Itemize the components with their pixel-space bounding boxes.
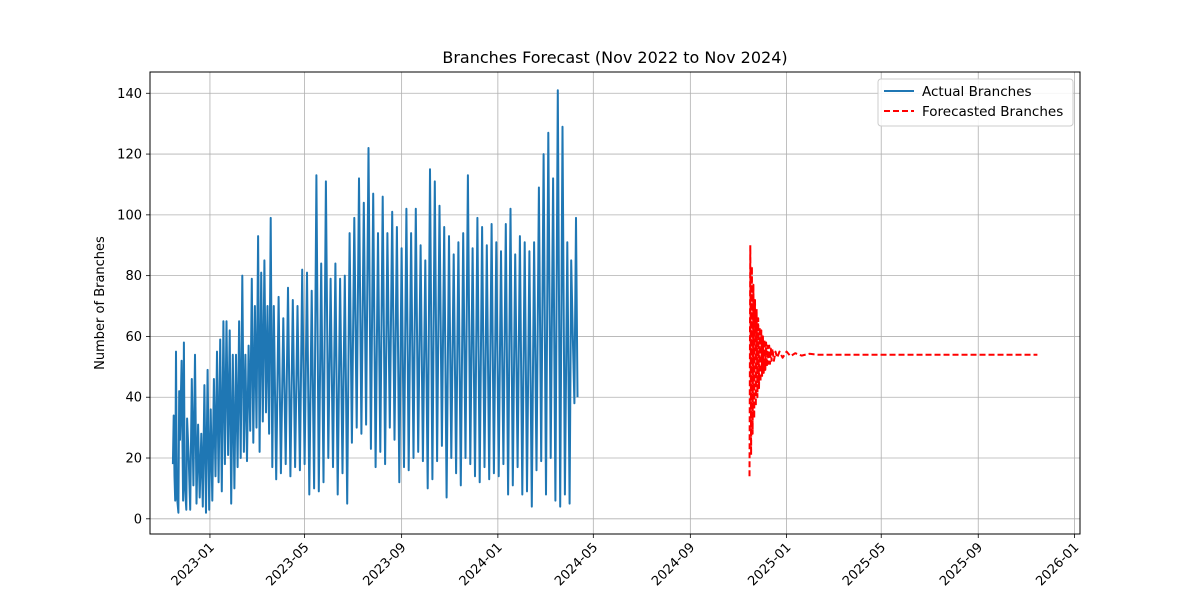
legend-label-actual: Actual Branches — [922, 84, 1032, 100]
chart-title: Branches Forecast (Nov 2022 to Nov 2024) — [442, 48, 787, 67]
x-tick-label: 2024-09 — [649, 540, 698, 589]
x-tick-label: 2025-05 — [840, 540, 889, 589]
y-axis-label: Number of Branches — [93, 236, 108, 370]
x-tick-label: 2023-01 — [169, 540, 218, 589]
series-line-actual — [171, 89, 579, 514]
legend-label-forecast: Forecasted Branches — [922, 104, 1063, 120]
y-tick-label: 40 — [125, 391, 142, 406]
x-tick-label: 2024-01 — [457, 540, 506, 589]
x-tick-label: 2025-01 — [745, 540, 794, 589]
x-axis: 2023-01 2023-05 2023-09 2024-01 2024-05 2024-… — [169, 534, 1082, 589]
y-tick-label: 100 — [117, 208, 142, 223]
y-tick-label: 20 — [125, 452, 142, 467]
series-line-forecast — [748, 244, 1038, 477]
legend: Actual Branches Forecasted Branches — [877, 78, 1074, 127]
y-axis: 0 20 40 60 80 100 120 140 — [117, 87, 150, 527]
y-tick-label: 120 — [117, 148, 142, 163]
x-tick-label: 2023-09 — [360, 540, 409, 589]
y-tick-label: 140 — [117, 87, 142, 102]
y-tick-label: 60 — [125, 330, 142, 345]
series-layer — [171, 89, 1038, 514]
plot-frame — [149, 71, 1081, 535]
x-tick-label: 2023-05 — [263, 540, 312, 589]
legend-box — [877, 78, 1074, 127]
x-tick-label: 2026-01 — [1033, 540, 1082, 589]
x-tick-label: 2025-09 — [937, 540, 986, 589]
x-tick-label: 2024-05 — [552, 540, 601, 589]
y-tick-label: 80 — [125, 269, 142, 284]
y-tick-label: 0 — [134, 512, 142, 527]
